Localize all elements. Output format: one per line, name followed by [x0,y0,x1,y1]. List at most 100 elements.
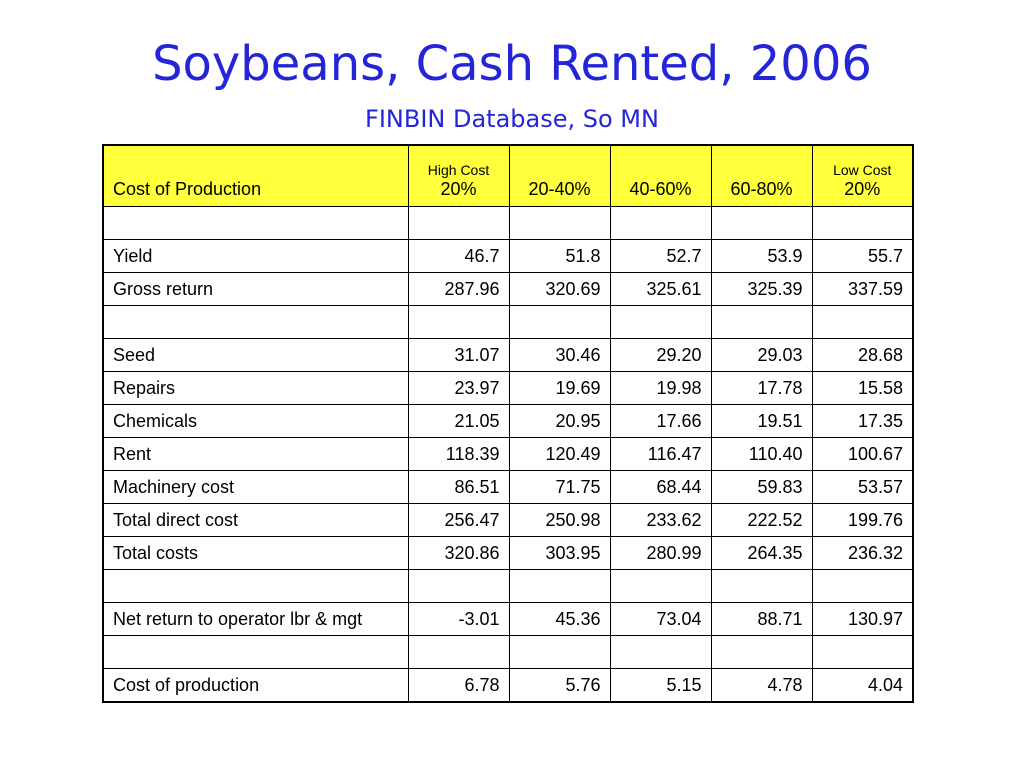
row-label: Yield [102,239,409,273]
header-col-20-40: 20-40% [508,144,611,207]
row-value: 86.51 [407,470,510,504]
table-row-blank [102,206,914,240]
row-value: 110.40 [710,437,813,471]
row-value [710,635,813,669]
row-value [508,569,611,603]
row-value: 320.69 [508,272,611,306]
row-value: 51.8 [508,239,611,273]
row-value: 20.95 [508,404,611,438]
row-value [609,635,712,669]
row-value: 100.67 [811,437,914,471]
cost-table: Cost of Production High Cost 20% 20-40% … [102,144,914,703]
row-value: 250.98 [508,503,611,537]
header-label: Cost of Production [102,144,409,207]
row-label: Seed [102,338,409,372]
header-col-main: 20-40% [528,179,591,199]
row-label: Cost of production [102,668,409,703]
row-value: 59.83 [710,470,813,504]
row-label [102,569,409,603]
row-value: 88.71 [710,602,813,636]
row-value [609,206,712,240]
row-value: 29.20 [609,338,712,372]
row-label: Chemicals [102,404,409,438]
table-row: Rent 118.39 120.49 116.47 110.40 100.67 [102,437,914,471]
row-value: 280.99 [609,536,712,570]
row-value [811,206,914,240]
row-value: 19.98 [609,371,712,405]
header-row: Cost of Production High Cost 20% 20-40% … [102,144,914,207]
row-value: 320.86 [407,536,510,570]
row-value [710,305,813,339]
row-value: 73.04 [609,602,712,636]
header-col-top: High Cost [427,162,490,178]
row-value: 5.76 [508,668,611,703]
header-col-high-cost: High Cost 20% [407,144,510,207]
header-col-main: 20% [440,179,477,199]
row-label: Rent [102,437,409,471]
row-value [407,206,510,240]
row-value: 236.32 [811,536,914,570]
table-row: Chemicals 21.05 20.95 17.66 19.51 17.35 [102,404,914,438]
table-body: Yield 46.7 51.8 52.7 53.9 55.7 Gross return 287… [102,206,914,703]
row-value: 31.07 [407,338,510,372]
table-row: Net return to operator lbr & mgt -3.01 45.… [102,602,914,636]
header-col-main: 40-60% [629,179,692,199]
row-value: 52.7 [609,239,712,273]
row-value: 6.78 [407,668,510,703]
row-value [609,569,712,603]
table-row: Machinery cost 86.51 71.75 68.44 59.83 53.57 [102,470,914,504]
row-value: 222.52 [710,503,813,537]
row-value [710,206,813,240]
row-value: 325.61 [609,272,712,306]
row-label: Gross return [102,272,409,306]
header-label-text: Cost of Production [113,179,262,199]
header-col-60-80: 60-80% [710,144,813,207]
row-label [102,305,409,339]
row-value: 46.7 [407,239,510,273]
table-row: Total direct cost 256.47 250.98 233.62 222.5… [102,503,914,537]
row-value: 4.04 [811,668,914,703]
row-value: 337.59 [811,272,914,306]
row-value: 17.66 [609,404,712,438]
row-value: 17.78 [710,371,813,405]
header-col-low-cost: Low Cost 20% [811,144,914,207]
row-value [811,635,914,669]
row-value [508,206,611,240]
row-label: Machinery cost [102,470,409,504]
table-row: Cost of production 6.78 5.76 5.15 4.78 4.04 [102,668,914,703]
row-value [609,305,712,339]
table-row-blank [102,635,914,669]
table-header: Cost of Production High Cost 20% 20-40% … [102,144,914,207]
row-value: 45.36 [508,602,611,636]
row-value: 199.76 [811,503,914,537]
table-row-blank [102,305,914,339]
table-row: Total costs 320.86 303.95 280.99 264.35 236.3… [102,536,914,570]
header-col-main: 60-80% [730,179,793,199]
row-value: 287.96 [407,272,510,306]
table-row: Yield 46.7 51.8 52.7 53.9 55.7 [102,239,914,273]
row-value [811,305,914,339]
row-value: 19.51 [710,404,813,438]
row-value: 120.49 [508,437,611,471]
table-row-blank [102,569,914,603]
header-col-40-60: 40-60% [609,144,712,207]
row-label: Repairs [102,371,409,405]
row-value: 118.39 [407,437,510,471]
row-value [407,635,510,669]
slide-subtitle: FINBIN Database, So MN [365,105,659,133]
header-col-top: Low Cost [833,162,892,178]
row-value: 68.44 [609,470,712,504]
row-value: 130.97 [811,602,914,636]
row-value: 303.95 [508,536,611,570]
header-col-main: 20% [844,179,881,199]
row-label [102,635,409,669]
row-value: 233.62 [609,503,712,537]
row-label [102,206,409,240]
row-value: -3.01 [407,602,510,636]
row-value: 264.35 [710,536,813,570]
table-row: Seed 31.07 30.46 29.20 29.03 28.68 [102,338,914,372]
row-value [811,569,914,603]
row-value: 30.46 [508,338,611,372]
row-value: 53.57 [811,470,914,504]
